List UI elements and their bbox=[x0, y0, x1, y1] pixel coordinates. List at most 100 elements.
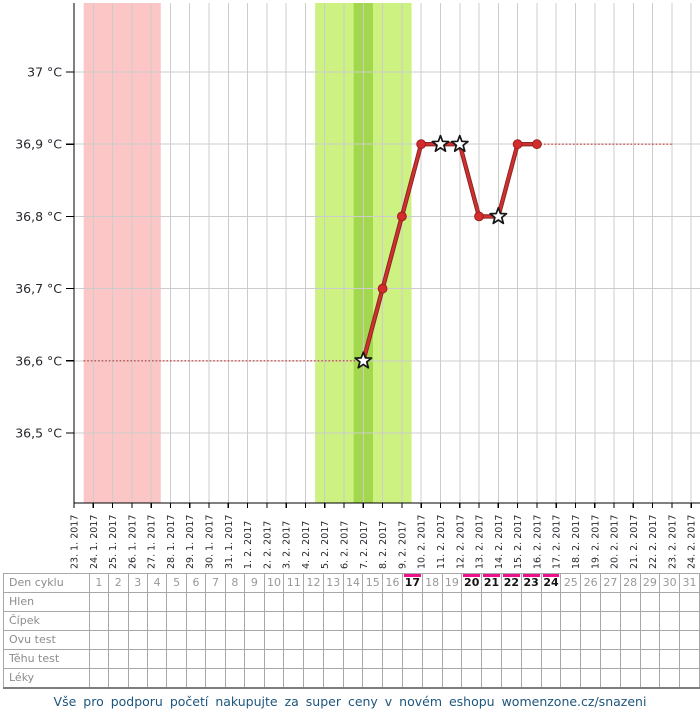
cycle-day-cell[interactable]: 11 bbox=[283, 573, 305, 593]
entry-cell[interactable] bbox=[599, 630, 621, 650]
cycle-day-cell[interactable]: 2 bbox=[108, 573, 129, 593]
entry-cell[interactable] bbox=[401, 630, 423, 650]
entry-cell[interactable] bbox=[659, 592, 681, 612]
entry-cell[interactable] bbox=[362, 668, 384, 689]
entry-cell[interactable] bbox=[263, 668, 285, 689]
entry-cell[interactable] bbox=[224, 649, 246, 669]
entry-cell[interactable] bbox=[599, 592, 621, 612]
entry-cell[interactable] bbox=[619, 611, 641, 631]
entry-cell[interactable] bbox=[481, 592, 502, 612]
cycle-day-cell[interactable]: 21 bbox=[481, 573, 502, 593]
entry-cell[interactable] bbox=[421, 592, 443, 612]
entry-cell[interactable] bbox=[303, 611, 324, 631]
entry-cell[interactable] bbox=[500, 592, 522, 612]
cycle-day-cell[interactable]: 4 bbox=[146, 573, 168, 593]
entry-cell[interactable] bbox=[283, 611, 305, 631]
entry-cell[interactable] bbox=[580, 592, 601, 612]
entry-cell[interactable] bbox=[303, 649, 324, 669]
cycle-day-cell[interactable]: 16 bbox=[382, 573, 403, 593]
cycle-day-cell[interactable]: 12 bbox=[303, 573, 324, 593]
entry-cell[interactable] bbox=[619, 668, 641, 689]
entry-cell[interactable] bbox=[108, 592, 129, 612]
entry-cell[interactable] bbox=[560, 630, 582, 650]
entry-cell[interactable] bbox=[461, 592, 483, 612]
entry-cell[interactable] bbox=[342, 668, 364, 689]
entry-cell[interactable] bbox=[659, 630, 681, 650]
entry-cell[interactable] bbox=[540, 611, 562, 631]
entry-cell[interactable] bbox=[185, 592, 207, 612]
cycle-day-cell[interactable]: 22 bbox=[500, 573, 522, 593]
entry-cell[interactable] bbox=[362, 630, 384, 650]
entry-cell[interactable] bbox=[146, 630, 168, 650]
entry-cell[interactable] bbox=[244, 611, 265, 631]
entry-cell[interactable] bbox=[166, 649, 187, 669]
entry-cell[interactable] bbox=[166, 630, 187, 650]
cycle-day-cell[interactable]: 24 bbox=[540, 573, 562, 593]
cycle-day-cell[interactable]: 25 bbox=[560, 573, 582, 593]
entry-cell[interactable] bbox=[88, 611, 110, 631]
entry-cell[interactable] bbox=[244, 592, 265, 612]
entry-cell[interactable] bbox=[639, 611, 661, 631]
entry-cell[interactable] bbox=[619, 649, 641, 669]
cycle-day-cell[interactable]: 28 bbox=[619, 573, 641, 593]
entry-cell[interactable] bbox=[679, 611, 700, 631]
entry-cell[interactable] bbox=[599, 611, 621, 631]
cycle-day-cell[interactable]: 3 bbox=[127, 573, 148, 593]
entry-cell[interactable] bbox=[382, 592, 403, 612]
entry-cell[interactable] bbox=[244, 649, 265, 669]
entry-cell[interactable] bbox=[205, 649, 226, 669]
entry-cell[interactable] bbox=[342, 611, 364, 631]
entry-cell[interactable] bbox=[540, 668, 562, 689]
entry-cell[interactable] bbox=[244, 630, 265, 650]
entry-cell[interactable] bbox=[679, 630, 700, 650]
cycle-day-cell[interactable]: 9 bbox=[244, 573, 265, 593]
entry-cell[interactable] bbox=[639, 649, 661, 669]
temperature-point-dot[interactable] bbox=[416, 139, 427, 150]
temperature-point-star[interactable] bbox=[450, 134, 469, 153]
entry-cell[interactable] bbox=[362, 592, 384, 612]
entry-cell[interactable] bbox=[185, 611, 207, 631]
cycle-day-cell[interactable]: 26 bbox=[580, 573, 601, 593]
entry-cell[interactable] bbox=[560, 592, 582, 612]
entry-cell[interactable] bbox=[283, 630, 305, 650]
cycle-day-cell[interactable]: 8 bbox=[224, 573, 246, 593]
entry-cell[interactable] bbox=[560, 668, 582, 689]
entry-cell[interactable] bbox=[244, 668, 265, 689]
entry-cell[interactable] bbox=[679, 592, 700, 612]
cycle-day-cell[interactable]: 13 bbox=[322, 573, 344, 593]
cycle-day-cell[interactable]: 5 bbox=[166, 573, 187, 593]
entry-cell[interactable] bbox=[580, 649, 601, 669]
entry-cell[interactable] bbox=[500, 630, 522, 650]
entry-cell[interactable] bbox=[127, 668, 148, 689]
entry-cell[interactable] bbox=[520, 611, 542, 631]
entry-cell[interactable] bbox=[401, 649, 423, 669]
entry-cell[interactable] bbox=[599, 668, 621, 689]
entry-cell[interactable] bbox=[108, 611, 129, 631]
entry-cell[interactable] bbox=[263, 649, 285, 669]
entry-cell[interactable] bbox=[481, 611, 502, 631]
entry-cell[interactable] bbox=[540, 592, 562, 612]
entry-cell[interactable] bbox=[303, 592, 324, 612]
temperature-point-star[interactable] bbox=[354, 351, 373, 369]
entry-cell[interactable] bbox=[146, 649, 168, 669]
entry-cell[interactable] bbox=[520, 649, 542, 669]
entry-cell[interactable] bbox=[263, 611, 285, 631]
entry-cell[interactable] bbox=[322, 668, 344, 689]
entry-cell[interactable] bbox=[659, 611, 681, 631]
cycle-day-cell[interactable]: 14 bbox=[342, 573, 364, 593]
entry-cell[interactable] bbox=[382, 649, 403, 669]
entry-cell[interactable] bbox=[659, 649, 681, 669]
entry-cell[interactable] bbox=[639, 630, 661, 650]
entry-cell[interactable] bbox=[166, 592, 187, 612]
entry-cell[interactable] bbox=[263, 592, 285, 612]
entry-cell[interactable] bbox=[127, 611, 148, 631]
entry-cell[interactable] bbox=[322, 611, 344, 631]
entry-cell[interactable] bbox=[679, 649, 700, 669]
entry-cell[interactable] bbox=[580, 611, 601, 631]
cycle-day-cell[interactable]: 23 bbox=[520, 573, 542, 593]
promo-link[interactable]: Vše pro podporu početí nakupujte za supe… bbox=[53, 694, 647, 709]
entry-cell[interactable] bbox=[224, 668, 246, 689]
entry-cell[interactable] bbox=[88, 592, 110, 612]
entry-cell[interactable] bbox=[639, 668, 661, 689]
entry-cell[interactable] bbox=[481, 649, 502, 669]
